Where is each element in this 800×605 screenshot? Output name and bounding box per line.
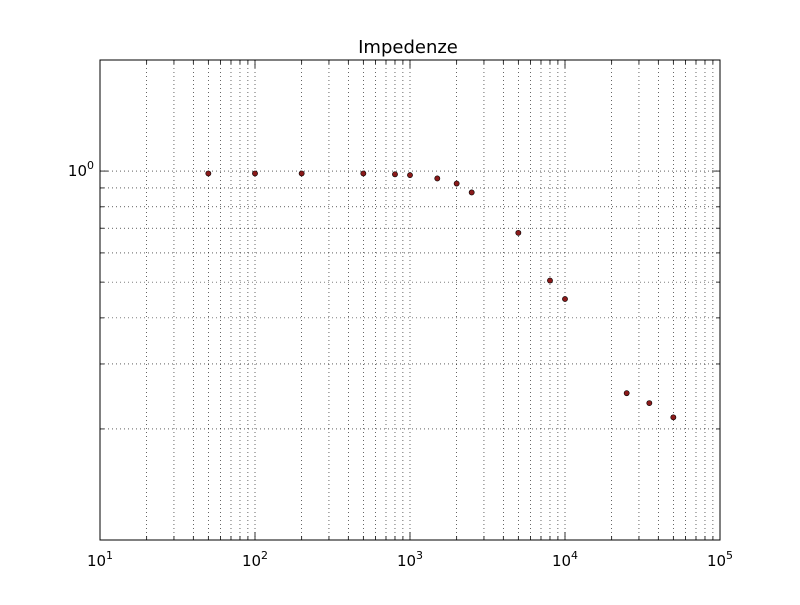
data-point (453, 180, 460, 187)
data-points (205, 170, 677, 421)
x-tick-label: 101 (87, 549, 113, 570)
y-tick-label-exponent: 0 (87, 159, 94, 172)
x-tick-label-exponent: 1 (106, 549, 113, 562)
y-tick-labels: 100 (68, 159, 94, 180)
x-tick-label-base: 10 (552, 552, 571, 570)
x-tick-label-base: 10 (707, 552, 726, 570)
x-tick-label-exponent: 3 (416, 549, 423, 562)
x-tick-label-exponent: 5 (726, 549, 733, 562)
data-point (562, 296, 568, 302)
x-tick-label-base: 10 (397, 552, 416, 570)
x-tick-label-base: 10 (242, 552, 261, 570)
x-tick-label: 103 (397, 549, 423, 570)
vertical-gridlines (146, 60, 714, 540)
data-point (205, 170, 212, 177)
data-point (623, 390, 630, 397)
x-tick-label-exponent: 2 (261, 549, 268, 562)
chart-title: Impedenze (358, 37, 458, 58)
data-point (392, 171, 398, 178)
data-point (407, 172, 413, 179)
x-tick-label: 104 (552, 549, 578, 570)
x-tick-label-exponent: 4 (571, 549, 578, 562)
y-tick-label-base: 10 (68, 162, 87, 180)
tick-marks (99, 60, 721, 540)
x-tick-label-base: 10 (87, 552, 106, 570)
x-tick-label: 102 (242, 549, 268, 570)
data-point (468, 189, 475, 196)
data-point (434, 175, 441, 182)
data-point (646, 400, 653, 406)
plot-frame (99, 59, 721, 541)
data-point (547, 277, 553, 284)
y-tick-label: 100 (68, 159, 94, 180)
data-point (298, 170, 305, 177)
data-point (670, 414, 677, 421)
data-point (360, 170, 367, 177)
horizontal-gridlines (100, 170, 720, 430)
data-point (515, 229, 522, 236)
x-tick-labels: 101 102 103 104 105 (87, 549, 733, 570)
x-tick-label: 105 (707, 549, 733, 570)
data-point (252, 170, 258, 177)
